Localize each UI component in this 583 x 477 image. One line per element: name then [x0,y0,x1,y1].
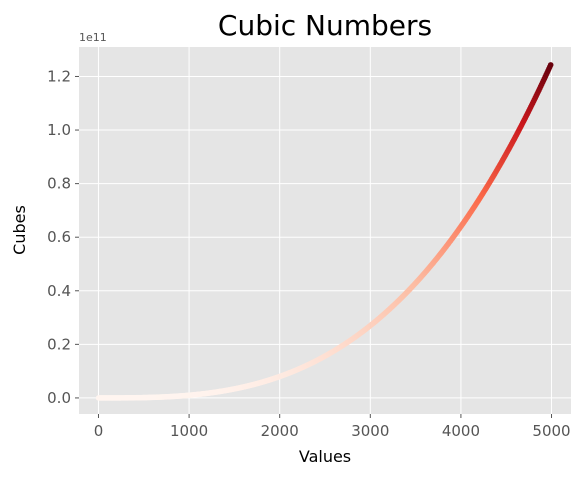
x-tick-label: 0 [94,422,104,440]
plot-area [79,47,571,414]
y-tick-label: 0.6 [47,228,71,246]
y-tick-label: 0.2 [47,335,71,353]
y-axis-label: Cubes [10,205,29,255]
x-tick-label: 1000 [170,422,208,440]
y-tick-label: 1.2 [47,67,71,85]
data-points [95,62,554,401]
x-tick-label: 2000 [261,422,299,440]
x-tick-label: 5000 [532,422,570,440]
y-tick-label: 0.4 [47,282,71,300]
data-point [547,62,554,68]
x-tick-label: 4000 [442,422,480,440]
x-tick-label: 3000 [351,422,389,440]
x-axis-label: Values [299,447,351,466]
y-tick-label: 0.8 [47,175,71,193]
y-offset-label: 1e11 [79,31,107,44]
y-axis-ticks: 0.0 0.2 0.4 0.6 0.8 1.0 1.2 [47,67,79,407]
chart-title: Cubic Numbers [218,9,432,42]
x-axis-ticks: 0 1000 2000 3000 4000 5000 [94,414,571,440]
y-tick-label: 0.0 [47,389,71,407]
y-tick-label: 1.0 [47,121,71,139]
